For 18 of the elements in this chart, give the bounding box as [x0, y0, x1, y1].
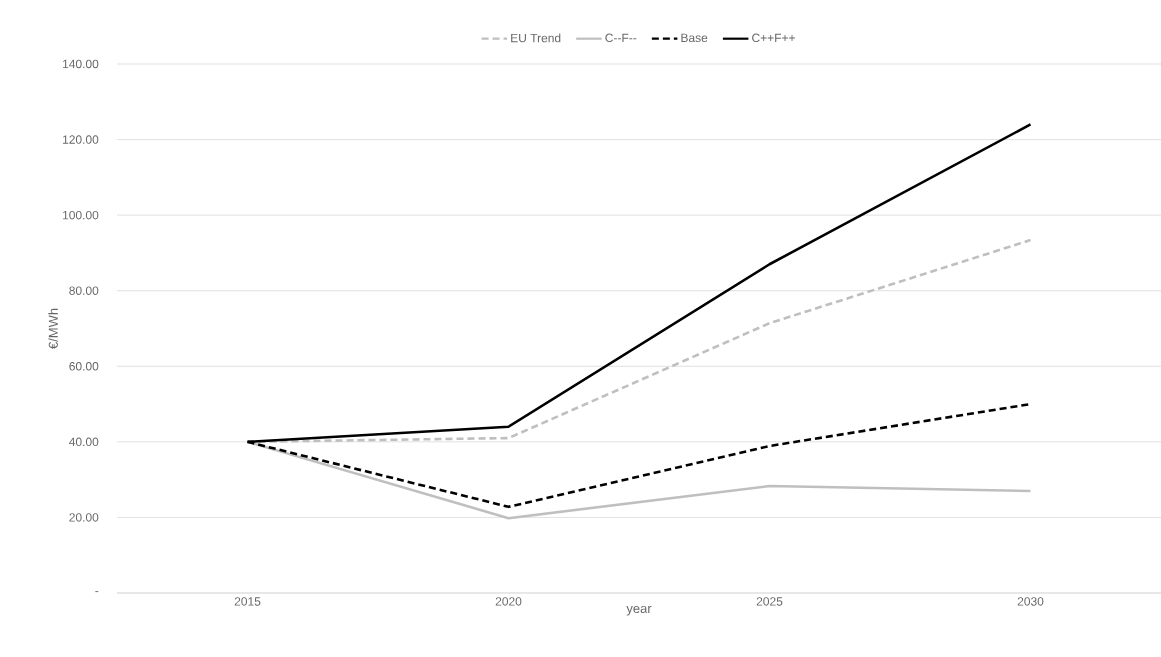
- y-tick-label: 100.00: [63, 210, 99, 220]
- y-tick-label: 120.00: [63, 135, 99, 144]
- legend-label: C--F--: [605, 33, 637, 43]
- x-tick-label: 2015: [234, 597, 261, 606]
- legend-label: C++F++: [752, 33, 795, 43]
- legend-label: EU Trend: [511, 33, 561, 43]
- y-tick-label: 20.00: [69, 513, 99, 522]
- x-axis-title: year: [626, 605, 652, 616]
- y-tick-label: 60.00: [69, 362, 99, 371]
- y-axis-title: €/MWh: [48, 308, 58, 349]
- y-tick-label: -: [95, 591, 99, 593]
- x-tick-label: 2025: [756, 597, 783, 606]
- y-tick-label: 80.00: [69, 286, 99, 295]
- y-tick-label: 40.00: [69, 437, 99, 447]
- legend-label: Base: [681, 33, 708, 43]
- y-tick-label: 140.00: [63, 59, 99, 69]
- x-tick-label: 2030: [1017, 597, 1044, 606]
- x-tick-label: 2020: [495, 597, 522, 606]
